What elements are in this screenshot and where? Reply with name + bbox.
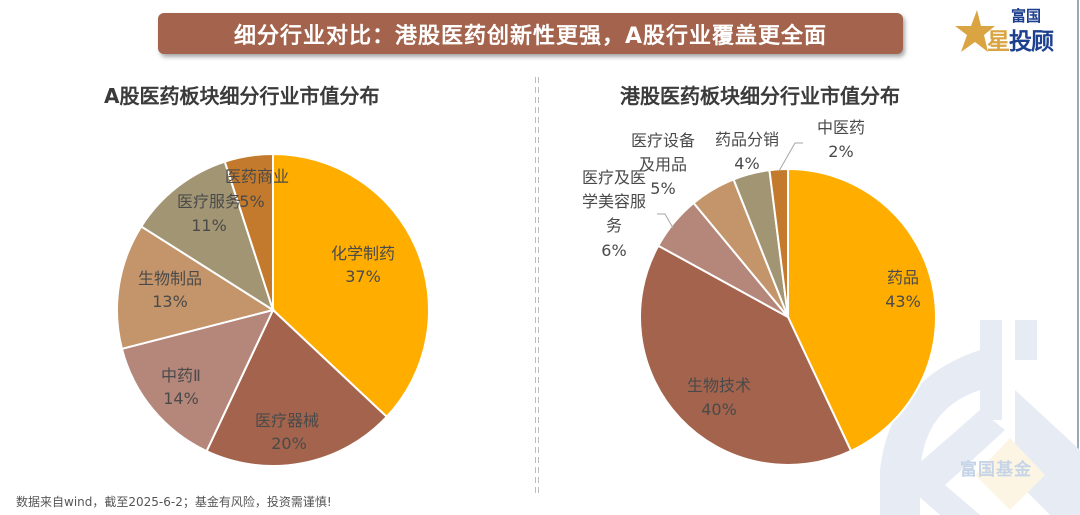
label-value: 5% <box>650 179 675 198</box>
slice-labels: 化学制药 37% 医疗器械 20% 中药Ⅱ 14% 生物制品 13% 医疗服务 … <box>138 118 921 453</box>
label-name: 生物制品 <box>138 269 202 288</box>
pie-slice <box>205 308 389 467</box>
label-value: 5% <box>239 192 264 211</box>
label-name: 药品 <box>887 268 919 287</box>
headline-banner: 细分行业对比：港股医药创新性更强，A股行业覆盖更全面 <box>158 13 903 54</box>
data-source-footnote: 数据来自wind，截至2025-6-2；基金有风险，投资需谨慎! <box>16 495 332 509</box>
right-edge-border <box>1077 0 1079 515</box>
label-value: 40% <box>701 400 737 419</box>
leader-line-tcm <box>778 142 803 172</box>
fund-logo-watermark <box>880 320 1080 515</box>
label-name-line3: 务 <box>606 216 622 235</box>
label-value: 13% <box>152 292 188 311</box>
label-value: 20% <box>271 434 307 453</box>
pie-slice <box>115 225 276 351</box>
label-value: 14% <box>163 389 199 408</box>
label-value: 43% <box>885 292 921 311</box>
label-value: 11% <box>191 216 227 235</box>
section-divider <box>535 77 539 497</box>
label-name: 中医药 <box>817 118 865 137</box>
pie-hk-share <box>639 167 937 466</box>
label-name: 药品分销 <box>715 130 779 149</box>
logo-gold-char: 星 <box>987 29 1010 55</box>
headline-text: 细分行业对比：港股医药创新性更强，A股行业覆盖更全面 <box>233 23 828 49</box>
leader-line-aesthetic <box>657 213 674 229</box>
label-value: 37% <box>345 267 381 286</box>
label-name: 中药Ⅱ <box>161 366 201 385</box>
star-icon <box>955 10 995 52</box>
pie-slice <box>120 308 275 453</box>
pie-slice <box>787 167 937 453</box>
label-value: 2% <box>828 142 853 161</box>
watermark-text: 富国基金 <box>960 460 1032 480</box>
brand-logo: 富国 星投顾 <box>955 4 1075 56</box>
label-value: 4% <box>734 154 759 173</box>
logo-blue-chars: 投顾 <box>1009 29 1054 55</box>
label-name-line1: 医疗及医 <box>582 168 646 187</box>
label-name-line2: 学美容服 <box>582 192 646 211</box>
logo-top-text: 富国 <box>1011 7 1042 25</box>
label-name: 医药商业 <box>225 167 289 186</box>
pie-slice <box>639 244 853 466</box>
logo-main-text: 星投顾 <box>987 22 1054 56</box>
chart-title-a-share: A股医药板块细分行业市值分布 <box>104 84 380 108</box>
pie-a-share <box>115 152 430 467</box>
label-name-line2: 及用品 <box>639 155 687 174</box>
pie-slice <box>139 160 275 313</box>
label-name-line1: 医疗设备 <box>631 131 695 150</box>
label-name: 医疗服务 <box>177 192 241 211</box>
pie-slice <box>768 167 789 318</box>
label-name: 医疗器械 <box>255 411 319 430</box>
label-name: 生物技术 <box>687 376 751 395</box>
label-name: 化学制药 <box>331 244 395 263</box>
leader-lines <box>657 142 803 229</box>
pie-slice <box>223 152 274 311</box>
label-value: 6% <box>601 241 626 260</box>
chart-title-hk-share: 港股医药板块细分行业市值分布 <box>620 84 900 108</box>
pie-slice <box>272 152 430 419</box>
